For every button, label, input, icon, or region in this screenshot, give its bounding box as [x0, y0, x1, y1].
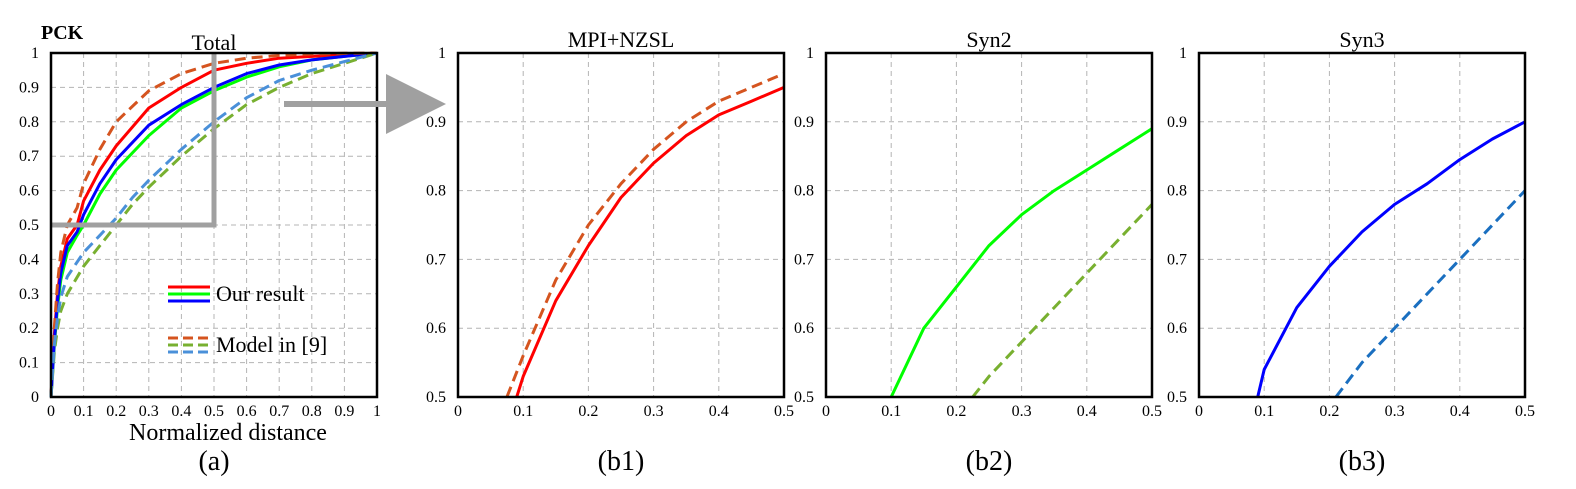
x-tick-label: 0.7	[269, 403, 289, 420]
x-tick-label: 0	[454, 403, 462, 420]
x-tick-label: 0.1	[513, 403, 533, 420]
x-tick-label: 0.6	[237, 403, 257, 420]
panel-caption: (b3)	[1339, 446, 1386, 477]
x-tick-label: 0	[822, 403, 830, 420]
x-tick-label: 0.1	[74, 403, 94, 420]
plot-frame	[824, 51, 1154, 399]
y-tick-label: 0.8	[1167, 183, 1187, 200]
y-tick-label: 0.3	[19, 286, 39, 303]
y-tick-label: 0.7	[426, 251, 446, 268]
x-tick-label: 0.5	[774, 403, 794, 420]
x-tick-label: 0.5	[1515, 403, 1535, 420]
plot-frame	[1197, 51, 1527, 399]
series-line-b1-2	[505, 72, 785, 398]
y-tick-label: 0.9	[426, 114, 446, 131]
y-axis-label: PCK	[41, 22, 84, 44]
x-tick-label: 0.1	[881, 403, 901, 420]
panel-caption: (b2)	[966, 446, 1013, 477]
x-tick-label: 0.5	[1142, 403, 1162, 420]
y-tick-label: 1	[806, 45, 814, 62]
y-tick-label: 0.1	[19, 355, 39, 372]
y-tick-label: 1	[31, 45, 39, 62]
x-tick-label: 0.3	[644, 403, 664, 420]
chart-title: Total	[192, 30, 237, 55]
x-tick-label: 0.3	[1385, 403, 1405, 420]
legend-label: Model in [9]	[216, 332, 327, 357]
x-tick-label: 0.2	[946, 403, 966, 420]
series-line-a-3	[49, 51, 378, 398]
y-tick-label: 0.2	[19, 320, 39, 337]
y-tick-label: 0.9	[19, 79, 39, 96]
series-line-b2-2	[971, 203, 1154, 398]
legend-label: Our result	[216, 281, 305, 306]
y-tick-label: 0.7	[1167, 251, 1187, 268]
x-tick-label: 0.2	[1319, 403, 1339, 420]
x-tick-label: 0.3	[1012, 403, 1032, 420]
x-tick-label: 0.1	[1254, 403, 1274, 420]
x-tick-label: 1	[373, 403, 381, 420]
chart-title: Syn2	[966, 27, 1011, 52]
panel-caption: (b1)	[598, 446, 645, 477]
x-tick-label: 0.8	[302, 403, 322, 420]
y-tick-label: 0.7	[794, 251, 814, 268]
legend: Our result Model in [9]	[168, 281, 327, 357]
y-tick-label: 1	[438, 45, 446, 62]
y-tick-label: 0.6	[19, 183, 39, 200]
chart-title: Syn3	[1339, 27, 1384, 52]
zoom-region-box	[51, 53, 217, 228]
x-axis-label: Normalized distance	[129, 420, 327, 446]
chart-panel-a: 0 0.1 0.2 0.3 0.4 0.5 0.6 0.7 0.8 0.9 1 0 0.1 0.2 0.3 0…	[19, 22, 381, 477]
y-tick-label: 0.5	[19, 217, 39, 234]
series-line-a-5	[49, 51, 378, 398]
y-tick-label: 1	[1179, 45, 1187, 62]
plot-frame	[456, 51, 786, 399]
y-tick-label: 0.9	[1167, 114, 1187, 131]
chart-panel-b3: 0 0.1 0.2 0.3 0.4 0.5 0.5 0.6 0.7 0.8 0.9 1 Syn3 (b3)	[1167, 27, 1535, 477]
panel-caption: (a)	[198, 446, 229, 477]
x-tick-label: 0.4	[1450, 403, 1470, 420]
y-tick-label: 0.6	[794, 320, 814, 337]
y-tick-label: 0.8	[19, 114, 39, 131]
x-tick-label: 0.4	[171, 403, 191, 420]
x-tick-label: 0	[1195, 403, 1203, 420]
y-tick-label: 0.5	[794, 389, 814, 406]
y-tick-label: 0.5	[426, 389, 446, 406]
y-tick-label: 0.5	[1167, 389, 1187, 406]
y-tick-label: 0.8	[794, 183, 814, 200]
series-line-b3-1	[1256, 120, 1526, 398]
x-tick-label: 0.2	[578, 403, 598, 420]
x-tick-label: 0.9	[334, 403, 354, 420]
series-line-b3-2	[1334, 189, 1527, 398]
y-tick-label: 0.6	[1167, 320, 1187, 337]
plot-frame	[49, 51, 379, 399]
chart-panel-b1: 0 0.1 0.2 0.3 0.4 0.5 0.5 0.6 0.7 0.8 0.9 1 MPI+NZSL…	[426, 27, 794, 477]
series-line-b2-1	[889, 127, 1153, 398]
x-tick-label: 0	[47, 403, 55, 420]
y-tick-label: 0	[31, 389, 39, 406]
x-tick-label: 0.3	[139, 403, 159, 420]
y-tick-label: 0.4	[19, 251, 39, 268]
y-tick-label: 0.6	[426, 320, 446, 337]
x-tick-label: 0.4	[709, 403, 729, 420]
x-tick-label: 0.4	[1077, 403, 1097, 420]
chart-title: MPI+NZSL	[568, 27, 675, 52]
x-tick-label: 0.5	[204, 403, 224, 420]
chart-panel-b2: 0 0.1 0.2 0.3 0.4 0.5 0.5 0.6 0.7 0.8 0.9 1 Syn2 (b2)	[794, 27, 1162, 477]
series-line-b1-1	[515, 86, 785, 398]
y-tick-label: 0.7	[19, 148, 39, 165]
y-tick-label: 0.9	[794, 114, 814, 131]
series-line-a-4	[49, 51, 378, 398]
y-tick-label: 0.8	[426, 183, 446, 200]
series-line-a-6	[49, 51, 378, 398]
x-tick-label: 0.2	[106, 403, 126, 420]
